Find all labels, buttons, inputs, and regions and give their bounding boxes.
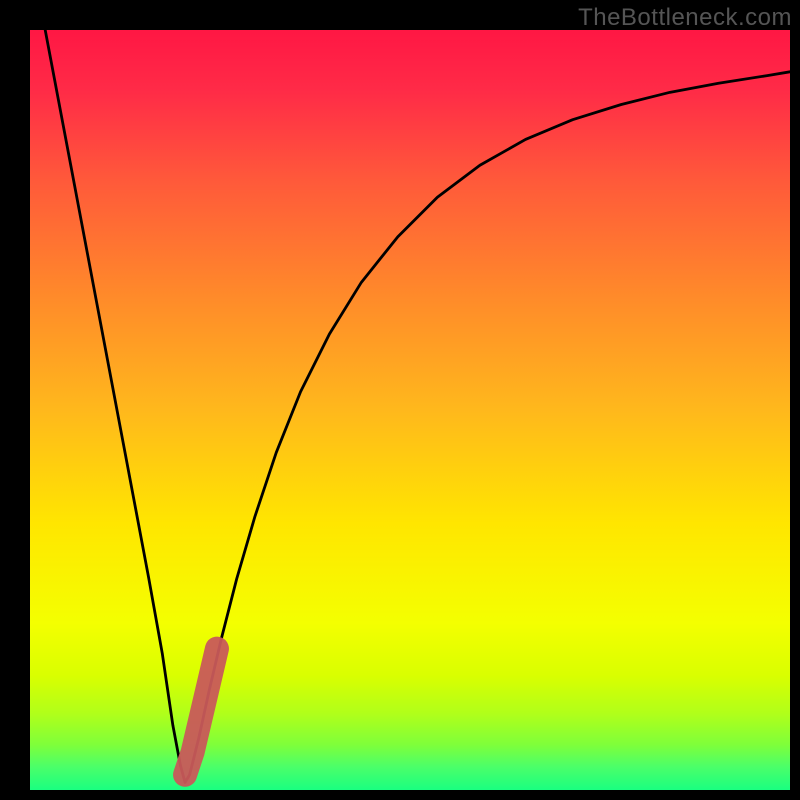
- chart-svg: [30, 30, 790, 790]
- chart-container: { "watermark": { "text": "TheBottleneck.…: [0, 0, 800, 800]
- plot-area: [30, 30, 790, 790]
- highlight-segment: [185, 649, 217, 775]
- bottleneck-curve: [45, 30, 790, 782]
- watermark-text: TheBottleneck.com: [578, 4, 792, 32]
